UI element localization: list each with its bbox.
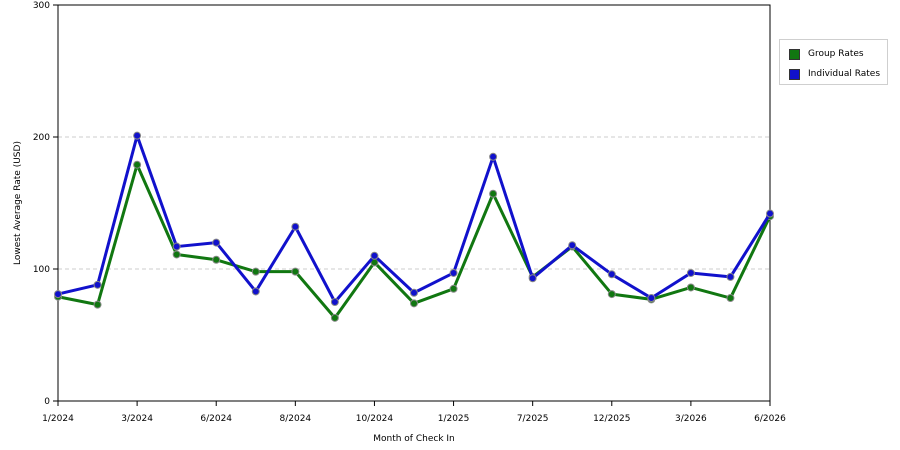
plot-frame	[57, 4, 771, 402]
data-point-individual-rates[interactable]	[212, 238, 221, 247]
legend-swatch-individual-rates	[789, 68, 800, 80]
x-tick-label: 7/2025	[517, 414, 549, 424]
data-point-group-rates[interactable]	[172, 250, 181, 259]
data-point-individual-rates[interactable]	[766, 209, 774, 218]
data-point-group-rates[interactable]	[607, 290, 616, 299]
y-tick-label: 0	[44, 397, 50, 407]
legend-swatch-group-rates	[789, 48, 800, 60]
data-point-individual-rates[interactable]	[172, 242, 181, 251]
data-point-individual-rates[interactable]	[251, 287, 260, 296]
data-point-group-rates[interactable]	[489, 189, 498, 198]
data-point-individual-rates[interactable]	[726, 272, 735, 281]
data-point-group-rates[interactable]	[291, 267, 300, 276]
series-individual-rates	[54, 131, 774, 306]
x-tick-label: 6/2024	[200, 414, 232, 424]
data-point-individual-rates[interactable]	[686, 268, 695, 277]
data-point-group-rates[interactable]	[212, 255, 221, 264]
x-axis: 1/2024 3/2024 6/2024 8/2024 10/2024 1/2025 7/2…	[42, 401, 786, 424]
y-tick-label: 200	[33, 133, 50, 143]
grid-lines	[58, 136, 770, 270]
x-tick-label: 3/2024	[121, 414, 153, 424]
x-tick-label: 8/2024	[279, 414, 311, 424]
data-point-group-rates[interactable]	[410, 299, 418, 308]
data-point-group-rates[interactable]	[251, 267, 260, 276]
data-point-individual-rates[interactable]	[54, 290, 62, 299]
data-point-individual-rates[interactable]	[568, 241, 577, 250]
x-tick-label: 10/2024	[356, 414, 394, 424]
legend-label-individual-rates: Individual Rates	[808, 69, 881, 79]
data-point-individual-rates[interactable]	[647, 294, 656, 303]
data-point-individual-rates[interactable]	[489, 152, 498, 161]
data-point-individual-rates[interactable]	[528, 274, 537, 283]
x-tick-label: 1/2024	[42, 414, 74, 424]
y-tick-label: 100	[33, 265, 50, 275]
data-point-individual-rates[interactable]	[291, 222, 300, 231]
data-point-individual-rates[interactable]	[133, 131, 142, 140]
data-point-individual-rates[interactable]	[330, 298, 339, 306]
legend-item-group-rates: Group Rates	[789, 47, 864, 61]
y-axis-title: Lowest Average Rate (USD)	[13, 141, 23, 265]
legend-label-group-rates: Group Rates	[808, 49, 864, 59]
data-point-group-rates[interactable]	[726, 294, 735, 303]
y-axis: 0 100 200 300	[33, 1, 58, 407]
x-tick-label: 3/2026	[675, 414, 707, 424]
data-point-group-rates[interactable]	[93, 300, 102, 309]
y-tick-label: 300	[33, 1, 50, 11]
series-line-individual-rates	[57, 134, 772, 304]
data-point-individual-rates[interactable]	[449, 268, 458, 277]
data-point-individual-rates[interactable]	[93, 280, 102, 289]
x-tick-label: 12/2025	[593, 414, 630, 424]
data-point-group-rates[interactable]	[686, 283, 695, 292]
legend: Group Rates Individual Rates	[779, 39, 888, 85]
data-point-individual-rates[interactable]	[607, 270, 616, 279]
x-tick-label: 6/2026	[754, 414, 786, 424]
legend-item-individual-rates: Individual Rates	[789, 67, 880, 81]
x-axis-title: Month of Check In	[373, 434, 455, 444]
series-group	[54, 131, 774, 322]
data-point-individual-rates[interactable]	[410, 288, 418, 297]
data-point-individual-rates[interactable]	[370, 251, 379, 260]
x-tick-label: 1/2025	[438, 414, 470, 424]
data-point-group-rates[interactable]	[133, 160, 142, 169]
data-point-group-rates[interactable]	[449, 284, 458, 293]
data-point-group-rates[interactable]	[330, 313, 339, 322]
series-group-rates	[54, 160, 774, 322]
